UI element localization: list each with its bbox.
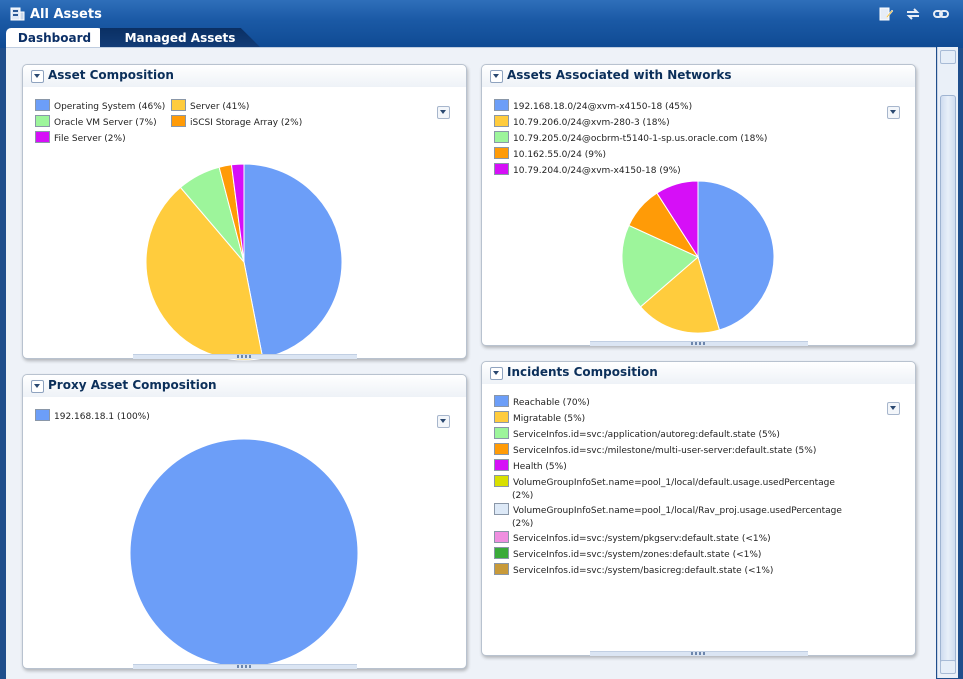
legend-item: Operating System (46%) xyxy=(35,99,165,113)
assets-networks-panel: Assets Associated with Networks 192.168.… xyxy=(481,64,916,346)
legend-item: ServiceInfos.id=svc:/milestone/multi-use… xyxy=(494,443,816,457)
legend-item: 192.168.18.0/24@xvm-x4150-18 (45%) xyxy=(494,99,692,113)
legend-item: Health (5%) xyxy=(494,459,567,473)
panel-title: Incidents Composition xyxy=(507,365,658,379)
legend-item: Migratable (5%) xyxy=(494,411,585,425)
legend-item: iSCSI Storage Array (2%) xyxy=(171,115,302,129)
resize-handle[interactable] xyxy=(133,354,357,359)
legend-item: ServiceInfos.id=svc:/system/zones:defaul… xyxy=(494,547,761,561)
panel-header: Assets Associated with Networks xyxy=(482,65,915,87)
legend-item: 10.79.204.0/24@xvm-x4150-18 (9%) xyxy=(494,163,681,177)
panel-title: Assets Associated with Networks xyxy=(507,68,732,82)
collapse-icon[interactable] xyxy=(31,70,44,83)
legend-item: Reachable (70%) xyxy=(494,395,590,409)
legend-item: 10.79.206.0/24@xvm-280-3 (18%) xyxy=(494,115,670,129)
legend-item: File Server (2%) xyxy=(35,131,126,145)
panel-title: Proxy Asset Composition xyxy=(48,378,217,392)
legend-item: ServiceInfos.id=svc:/system/basicreg:def… xyxy=(494,563,773,577)
legend-item: VolumeGroupInfoSet.name=pool_1/local/def… xyxy=(494,475,835,489)
legend-item: VolumeGroupInfoSet.name=pool_1/local/Rav… xyxy=(494,503,842,517)
collapse-icon[interactable] xyxy=(31,380,44,393)
collapse-icon[interactable] xyxy=(490,367,503,380)
chart-menu-button[interactable] xyxy=(887,402,900,415)
proxy-asset-composition-panel: Proxy Asset Composition 192.168.18.1 (10… xyxy=(22,374,467,669)
assets-icon xyxy=(10,7,25,21)
tab-managed-assets[interactable]: Managed Assets xyxy=(100,28,260,47)
legend-item: 10.162.55.0/24 (9%) xyxy=(494,147,606,161)
pie-slice[interactable] xyxy=(639,256,721,334)
pie-slice[interactable] xyxy=(243,163,343,359)
asset-composition-panel: Asset Composition Operating System (46%)… xyxy=(22,64,467,361)
chart-menu-button[interactable] xyxy=(437,415,450,428)
chart-menu-button[interactable] xyxy=(437,106,450,119)
legend-item-continued: (2%) xyxy=(512,519,534,529)
resize-handle[interactable] xyxy=(590,651,808,656)
pie-slice[interactable] xyxy=(621,224,699,308)
collapse-icon[interactable] xyxy=(490,70,503,83)
pie-slice[interactable] xyxy=(145,186,264,361)
link-icon[interactable] xyxy=(933,7,949,21)
title-bar: All Assets Dashboard Managed Assets xyxy=(0,0,963,48)
chart-menu-button[interactable] xyxy=(887,106,900,119)
dashboard-content: Asset Composition Operating System (46%)… xyxy=(6,47,936,679)
panel-header: Proxy Asset Composition xyxy=(23,375,466,397)
asset-composition-pie xyxy=(145,163,343,361)
legend-item: ServiceInfos.id=svc:/system/pkgserv:defa… xyxy=(494,531,771,545)
edit-icon[interactable] xyxy=(878,7,894,21)
scroll-up-button[interactable] xyxy=(940,50,956,64)
resize-handle[interactable] xyxy=(133,664,357,669)
tab-dashboard[interactable]: Dashboard xyxy=(6,28,103,47)
pie-slice[interactable] xyxy=(656,180,699,259)
proxy-asset-composition-pie xyxy=(129,438,359,668)
panel-header: Asset Composition xyxy=(23,65,466,87)
legend-item: Server (41%) xyxy=(171,99,249,113)
legend-item: 192.168.18.1 (100%) xyxy=(35,409,150,423)
pie-slice[interactable] xyxy=(230,163,245,263)
window-title: All Assets xyxy=(30,7,102,22)
refresh-icon[interactable] xyxy=(905,7,921,21)
panel-header: Incidents Composition xyxy=(482,362,915,384)
legend-item: Oracle VM Server (7%) xyxy=(35,115,157,129)
incidents-composition-panel: Incidents Composition Reachable (70%) Mi… xyxy=(481,361,916,656)
panel-title: Asset Composition xyxy=(48,68,174,82)
legend-item: ServiceInfos.id=svc:/application/autoreg… xyxy=(494,427,780,441)
resize-handle[interactable] xyxy=(590,341,808,346)
legend-item: 10.79.205.0/24@ocbrm-t5140-1-sp.us.oracl… xyxy=(494,131,767,145)
scroll-thumb[interactable] xyxy=(940,95,956,667)
legend-item-continued: (2%) xyxy=(512,491,534,501)
vertical-scrollbar[interactable] xyxy=(937,47,958,678)
pie-slice[interactable] xyxy=(129,438,359,668)
assets-networks-pie xyxy=(621,180,775,334)
pie-slice[interactable] xyxy=(697,180,775,331)
scroll-down-button[interactable] xyxy=(940,660,956,674)
